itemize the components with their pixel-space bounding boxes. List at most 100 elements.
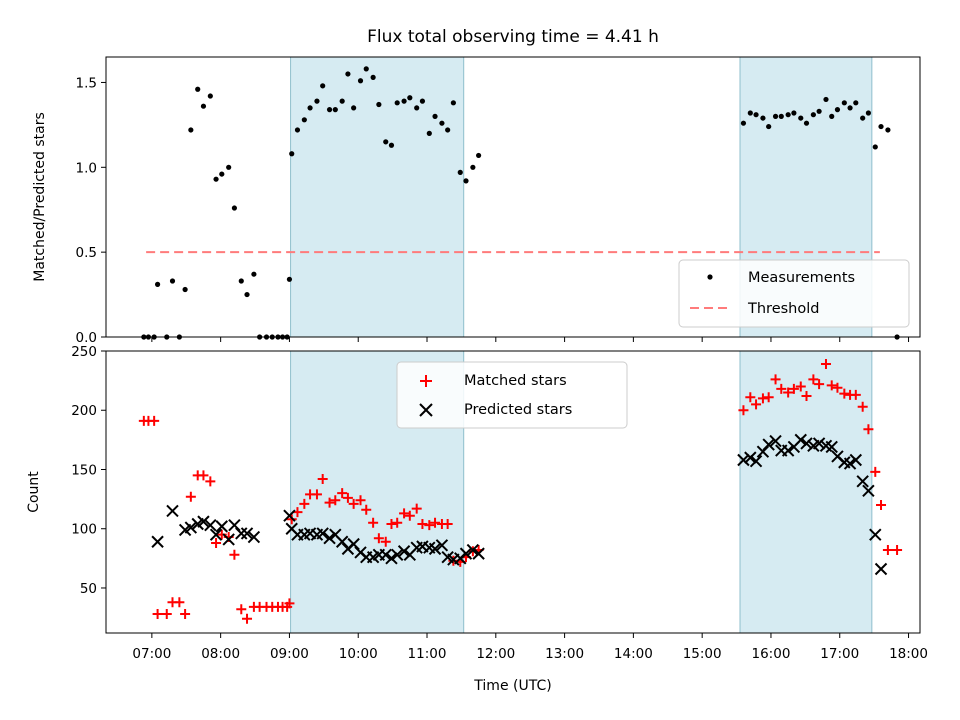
predicted-star-point [428, 542, 442, 556]
measurement-point [394, 100, 400, 106]
x-tick-label: 16:00 [752, 646, 791, 662]
measurement-point [872, 144, 878, 150]
matched-star-point [368, 517, 379, 528]
predicted-star-point [215, 520, 229, 533]
matched-star-point [330, 495, 341, 506]
predicted-star-point [749, 454, 763, 468]
predicted-star-point [390, 548, 404, 562]
measurement-point [414, 105, 420, 111]
measurement-point [351, 105, 357, 111]
measurement-point [226, 164, 232, 170]
bottom-y-ticks: 50 100 150 200 250 [71, 344, 106, 597]
measurement-point [476, 152, 482, 159]
matched-star-point [826, 380, 837, 391]
matched-star-point [342, 492, 353, 503]
predicted-star-point [781, 444, 795, 457]
matched-star-point [355, 495, 366, 506]
top-x-ticks [151, 337, 910, 342]
measurement-point [244, 291, 250, 298]
matched-star-point [832, 382, 843, 393]
measurement-point [332, 107, 338, 113]
bottom-legend: Matched stars Predicted stars [396, 361, 628, 429]
x-tick-label: 08:00 [201, 646, 240, 662]
predicted-star-point [800, 437, 813, 450]
measurement-point [798, 115, 804, 121]
top-y-ticks: 0.0 0.5 1.0 1.5 [76, 75, 106, 346]
y-tick-label: 250 [71, 344, 97, 360]
x-tick-label: 15:00 [683, 646, 722, 662]
matched-star-point [430, 517, 441, 528]
matched-star-point [417, 518, 428, 529]
measurement-point [860, 115, 866, 121]
matched-star-point [863, 424, 874, 435]
measurement-point [847, 105, 853, 111]
measurement-point [457, 169, 463, 175]
measurement-point [463, 178, 469, 184]
measurement-point [388, 142, 395, 148]
measurement-point [450, 100, 456, 106]
predicted-star-point [316, 527, 329, 540]
measurement-point [885, 127, 891, 133]
matched-star-point [337, 488, 348, 499]
measurement-point [772, 113, 779, 119]
measurement-point [345, 71, 351, 77]
measurement-point [740, 120, 747, 126]
measurement-point [439, 120, 445, 126]
measurement-point [778, 113, 784, 119]
predicted-star-point [235, 527, 248, 540]
measurement-point [816, 108, 822, 114]
predicted-star-point [247, 530, 261, 544]
x-tick-label: 13:00 [545, 646, 584, 662]
x-tick-label: 07:00 [132, 646, 171, 662]
top-axes-frame [105, 56, 921, 338]
matched-star-point [174, 597, 185, 608]
bottom-panel: 50 100 150 200 250 07:00 08:00 09:00 10:00 11:00… [26, 344, 928, 694]
matched-star-point [757, 393, 768, 404]
matched-star-point [814, 379, 825, 390]
predicted-star-point [744, 451, 757, 464]
predicted-star-point [862, 484, 875, 498]
measurement-point [219, 171, 225, 177]
bottom-axes-frame [105, 350, 921, 634]
predicted-star-point [204, 518, 217, 532]
measurement-point [766, 123, 772, 130]
measurement-point [286, 276, 293, 282]
matched-star-point [820, 359, 831, 370]
measurement-point [376, 101, 382, 108]
predicted-star-point [283, 509, 296, 522]
predicted-star-point [347, 537, 360, 551]
measurement-point [791, 110, 797, 116]
measurement-point [803, 120, 810, 126]
measurement-point [810, 112, 816, 118]
predicted-star-point [435, 539, 449, 552]
measurement-point [363, 66, 369, 72]
predicted-star-point [459, 547, 473, 560]
matched-star-point [386, 518, 397, 529]
matched-star-point [411, 503, 422, 514]
x-tick-label: 12:00 [476, 646, 515, 662]
measurement-point [407, 95, 413, 101]
measurement-point [445, 127, 451, 133]
measurement-point [294, 127, 301, 133]
matched-star-point [857, 401, 868, 412]
matched-star-point [149, 415, 160, 426]
matched-star-point [380, 536, 391, 547]
x-tick-label: 18:00 [889, 646, 928, 662]
predicted-star-point [184, 521, 198, 534]
matched-star-point [776, 383, 787, 394]
y-tick-label: 200 [71, 403, 97, 419]
y-tick-label: 0.5 [76, 245, 97, 261]
measurement-point [823, 96, 829, 103]
x-tick-label: 09:00 [270, 646, 309, 662]
legend-predicted-marker [419, 403, 433, 417]
predicted-star-point [869, 528, 882, 541]
predicted-star-points [151, 433, 888, 576]
matched-star-point [788, 383, 799, 394]
matched-star-point [373, 533, 384, 544]
predicted-star-point [166, 504, 179, 518]
legend-matched-label: Matched stars [464, 373, 567, 389]
measurement-point [753, 112, 759, 118]
predicted-star-point [849, 453, 863, 467]
predicted-star-point [323, 532, 336, 545]
